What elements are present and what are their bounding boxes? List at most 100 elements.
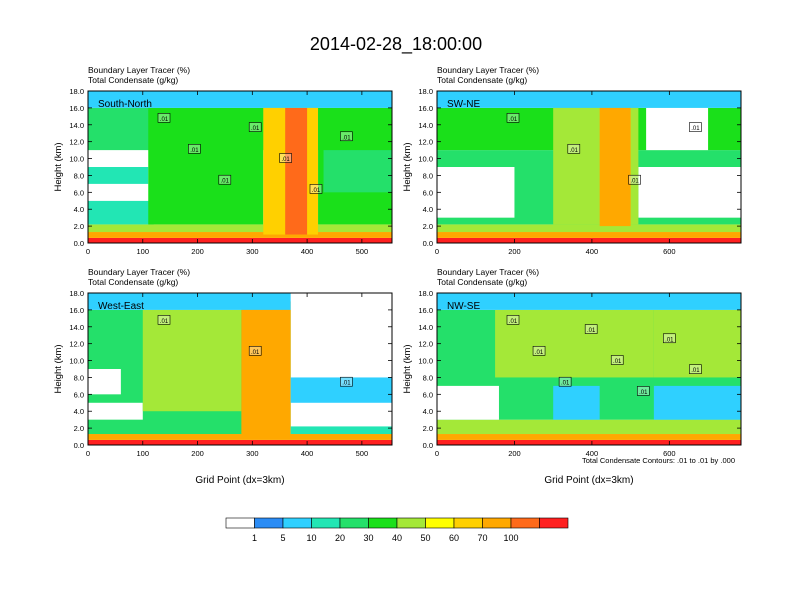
y-tick-label: 0.0 [423, 441, 433, 450]
colorbar-swatch-3 [311, 517, 341, 529]
y-tick-label: 2.0 [74, 424, 84, 433]
tracer-band-6 [241, 301, 291, 437]
y-tick-label: 14.0 [69, 323, 84, 332]
contour-label: .01 [663, 333, 676, 343]
y-tick-label: 18.0 [418, 87, 433, 96]
colorbar-swatch-1 [254, 517, 284, 529]
subtitle-tracer: Boundary Layer Tracer (%) [88, 65, 190, 75]
panel-label: West-East [98, 301, 144, 312]
tracer-band-0 [88, 237, 392, 243]
x-tick-label: 500 [356, 449, 369, 458]
tracer-band-1 [437, 434, 741, 440]
svg-text:.01: .01 [509, 117, 518, 123]
y-tick-label: 16.0 [418, 104, 433, 113]
contour-footnote: Total Condensate Contours: .01 to .01 by… [582, 456, 735, 465]
x-tick-label: 600 [663, 247, 676, 256]
colorbar: 1 5 10 20 30 40 50 60 70 100 [225, 517, 569, 543]
tracer-field [437, 293, 741, 445]
y-axis-label: Height (km) [53, 142, 64, 191]
colorbar-label: 20 [335, 533, 345, 543]
subtitle-condensate: Total Condensate (g/kg) [88, 75, 178, 85]
plot-frame [87, 292, 393, 446]
contour-label: .01 [584, 324, 598, 334]
tracer-band-9 [290, 426, 392, 435]
svg-text:.01: .01 [691, 368, 700, 374]
svg-text:.01: .01 [160, 319, 169, 325]
tracer-band-13 [88, 91, 392, 108]
y-tick-label: 6.0 [74, 188, 84, 197]
tracer-band-5 [638, 167, 741, 218]
y-tick-label: 14.0 [69, 121, 84, 130]
x-tick-label: 400 [586, 449, 599, 458]
tracer-band-10 [285, 107, 308, 235]
y-tick-label: 10.0 [418, 357, 433, 366]
x-axis-label: Grid Point (dx=3km) [195, 475, 284, 486]
y-tick-label: 0.0 [423, 239, 433, 248]
y-tick-label: 4.0 [423, 205, 433, 214]
plot-frame [87, 90, 393, 244]
y-tick-label: 8.0 [423, 171, 433, 180]
y-tick-label: 10.0 [69, 357, 84, 366]
x-tick-label: 400 [301, 247, 314, 256]
tracer-band-4 [88, 183, 149, 201]
colorbar-swatch-6 [396, 517, 426, 529]
tracer-band-8 [88, 293, 291, 310]
panel-south-north: South-North Boundary Layer Tracer (%)Tota… [53, 65, 393, 256]
colorbar-swatch-11 [539, 517, 569, 529]
x-axis-label: Grid Point (dx=3km) [544, 475, 633, 486]
y-tick-label: 12.0 [69, 138, 84, 147]
contour-label: .01 [248, 122, 262, 132]
y-tick-label: 8.0 [74, 373, 84, 382]
x-tick-label: 200 [508, 449, 521, 458]
x-tick-label: 100 [137, 247, 150, 256]
svg-text:.01: .01 [630, 179, 639, 185]
contour-label: .01 [309, 184, 323, 194]
y-tick-label: 16.0 [418, 306, 433, 315]
y-tick-label: 14.0 [418, 323, 433, 332]
tracer-band-0 [437, 439, 741, 445]
tracer-band-6 [88, 167, 149, 184]
contour-label: .01 [636, 386, 650, 396]
x-tick-label: 200 [191, 247, 204, 256]
colorbar-label: 60 [449, 533, 459, 543]
tracer-band-6 [653, 385, 741, 420]
svg-text:.01: .01 [312, 188, 321, 194]
tracer-band-5 [553, 385, 600, 420]
colorbar-label: 70 [477, 533, 487, 543]
contour-label: .01 [689, 364, 702, 374]
contour-label: .01 [218, 174, 232, 185]
tracer-band-2 [437, 224, 741, 233]
x-tick-label: 0 [86, 449, 90, 458]
tracer-band-2 [88, 224, 392, 233]
y-tick-label: 0.0 [74, 239, 84, 248]
colorbar-label: 30 [363, 533, 373, 543]
tracer-field [88, 91, 392, 243]
y-axis-label: Height (km) [53, 344, 64, 393]
y-tick-label: 16.0 [69, 306, 84, 315]
contour-label: .01 [532, 345, 546, 356]
tracer-band-4 [88, 402, 143, 420]
colorbar-swatch-0 [225, 517, 255, 529]
contour-label: .01 [506, 113, 520, 123]
y-tick-label: 6.0 [423, 390, 433, 399]
y-tick-label: 6.0 [423, 188, 433, 197]
tracer-band-1 [88, 434, 392, 440]
x-tick-label: 200 [191, 449, 204, 458]
x-tick-label: 600 [663, 449, 676, 458]
panel-sw-ne: SW-NE Boundary Layer Tracer (%)Total Cond… [402, 65, 742, 256]
tracer-band-5 [142, 309, 242, 412]
y-tick-label: 10.0 [418, 155, 433, 164]
contour-label: .01 [567, 143, 581, 154]
tracer-band-3 [88, 200, 154, 225]
contour-label: .01 [689, 122, 702, 132]
x-tick-label: 100 [137, 449, 150, 458]
tracer-band-1 [437, 232, 741, 238]
contour-label: .01 [188, 143, 201, 154]
y-tick-label: 12.0 [69, 340, 84, 349]
y-tick-label: 2.0 [74, 222, 84, 231]
subtitle-condensate: Total Condensate (g/kg) [437, 75, 527, 85]
svg-text:.01: .01 [561, 381, 570, 387]
colorbar-label: 50 [420, 533, 430, 543]
tracer-band-9 [437, 293, 741, 310]
svg-text:.01: .01 [342, 381, 351, 387]
